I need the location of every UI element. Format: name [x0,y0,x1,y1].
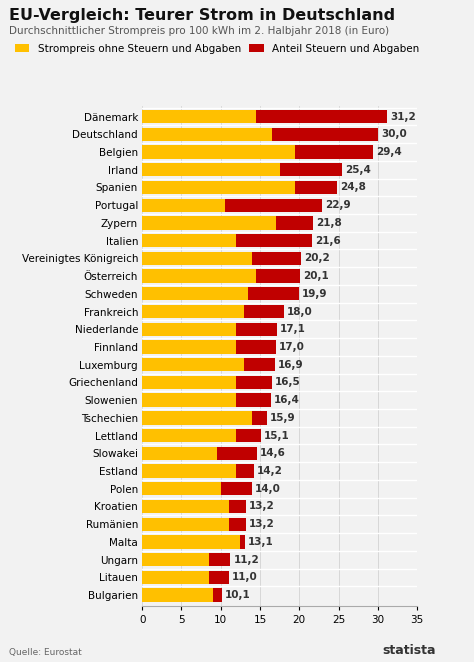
Legend: Strompreis ohne Steuern und Abgaben, Anteil Steuern und Abgaben: Strompreis ohne Steuern und Abgaben, Ant… [15,44,419,54]
Bar [295,146,373,159]
Text: 19,9: 19,9 [301,289,327,299]
Text: 10,1: 10,1 [225,590,250,600]
Bar [237,234,312,248]
Text: 13,2: 13,2 [249,519,275,529]
Text: 14,0: 14,0 [255,484,281,494]
Bar [237,393,271,406]
Bar [280,163,342,176]
Bar [142,340,237,354]
Bar [142,234,237,248]
Bar [221,482,252,495]
Bar [142,181,295,194]
Bar [142,482,221,495]
Bar [209,571,228,584]
Bar [252,411,267,424]
Text: 21,6: 21,6 [315,236,341,246]
Bar [142,163,280,176]
Bar [252,252,301,265]
Bar [237,322,276,336]
Bar [256,110,387,123]
Bar [237,376,272,389]
Bar [217,447,257,460]
Bar [142,571,209,584]
Bar [276,216,313,230]
Text: 20,1: 20,1 [303,271,329,281]
Bar [240,536,245,549]
Text: 11,2: 11,2 [233,555,259,565]
Bar [142,393,237,406]
Text: 14,6: 14,6 [260,448,286,458]
Bar [142,146,295,159]
Bar [213,589,221,602]
Text: 29,4: 29,4 [376,147,402,157]
Bar [237,464,254,478]
Bar [142,252,252,265]
Bar [142,305,244,318]
Bar [142,500,228,513]
Bar [244,358,275,371]
Bar [209,553,230,566]
Text: 17,1: 17,1 [280,324,306,334]
Bar [244,305,283,318]
Text: 24,8: 24,8 [340,183,366,193]
Bar [142,553,209,566]
Text: 22,9: 22,9 [325,200,351,210]
Bar [142,376,237,389]
Text: 16,9: 16,9 [278,359,304,369]
Bar [248,287,299,301]
Bar [228,500,246,513]
Bar [142,518,228,531]
Text: Durchschnittlicher Strompreis pro 100 kWh im 2. Halbjahr 2018 (in Euro): Durchschnittlicher Strompreis pro 100 kW… [9,26,390,36]
Bar [142,128,272,141]
Text: 13,1: 13,1 [248,537,274,547]
Text: Quelle: Eurostat: Quelle: Eurostat [9,647,82,657]
Bar [237,429,261,442]
Bar [142,464,237,478]
Bar [142,429,237,442]
Text: 20,2: 20,2 [304,254,330,263]
Bar [142,411,252,424]
Text: 30,0: 30,0 [381,129,407,139]
Bar [142,216,276,230]
Bar [142,110,256,123]
Text: 11,0: 11,0 [232,573,257,583]
Bar [142,536,240,549]
Text: 25,4: 25,4 [345,165,371,175]
Bar [142,322,237,336]
Bar [295,181,337,194]
Bar [142,447,217,460]
Bar [142,199,225,212]
Text: 17,0: 17,0 [279,342,305,352]
Text: 31,2: 31,2 [391,112,416,122]
Text: statista: statista [383,643,436,657]
Bar [228,518,246,531]
Bar [272,128,378,141]
Text: 18,0: 18,0 [287,307,312,316]
Text: 16,5: 16,5 [275,377,301,387]
Text: 15,9: 15,9 [270,413,296,423]
Bar [256,269,300,283]
Text: 21,8: 21,8 [317,218,342,228]
Text: 15,1: 15,1 [264,430,290,441]
Bar [142,287,248,301]
Text: 16,4: 16,4 [274,395,300,405]
Bar [142,358,244,371]
Bar [142,269,256,283]
Text: 13,2: 13,2 [249,502,275,512]
Bar [237,340,276,354]
Text: 14,2: 14,2 [257,466,283,476]
Bar [225,199,322,212]
Bar [142,589,213,602]
Text: EU-Vergleich: Teurer Strom in Deutschland: EU-Vergleich: Teurer Strom in Deutschlan… [9,8,396,23]
